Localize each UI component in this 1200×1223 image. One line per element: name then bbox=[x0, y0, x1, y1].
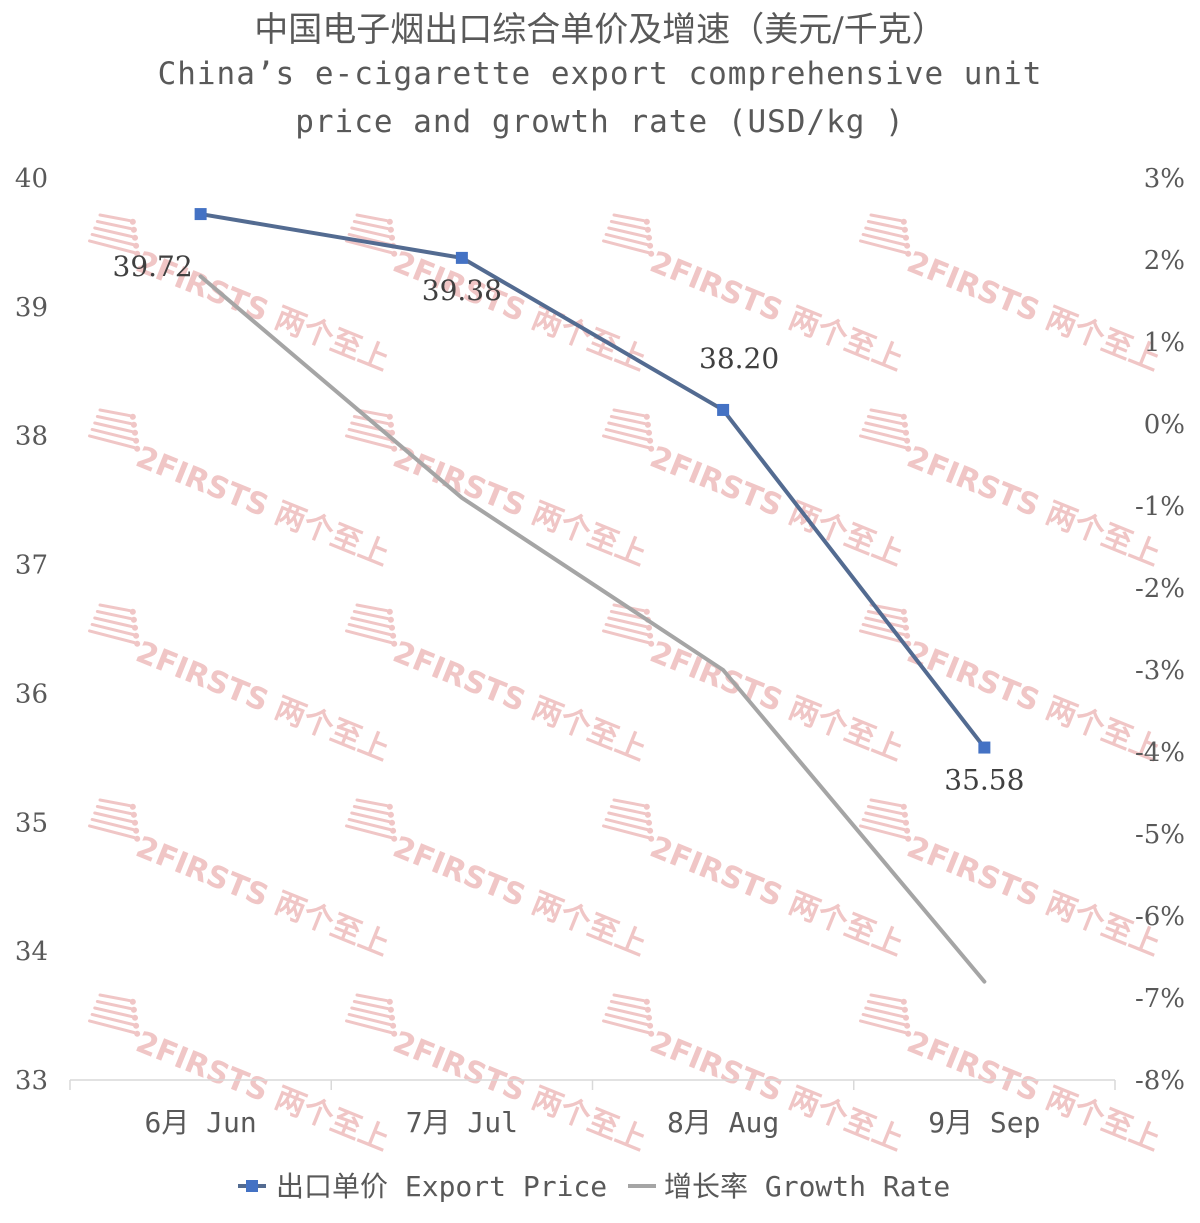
y-right-tick-label: 3% bbox=[1144, 164, 1185, 194]
watermark-logo: 2FIRSTS 两个至上 bbox=[88, 408, 394, 574]
watermark-text: 2FIRSTS 两个至上 bbox=[902, 245, 1165, 379]
y-left-tick-label: 38 bbox=[15, 422, 48, 452]
watermark-text: 2FIRSTS 两个至上 bbox=[131, 830, 394, 964]
x-tick-label: 6月 Jun bbox=[144, 1106, 256, 1139]
export-price-data-label: 35.58 bbox=[944, 764, 1024, 797]
legend-export-price-label: 出口单价 Export Price bbox=[276, 1170, 607, 1203]
axes: 6月 Jun 7月 Jul 8月 Aug 9月 Sep 33 34 35 36 37 38 39 40… bbox=[15, 164, 1185, 1139]
export-price-point bbox=[978, 741, 991, 754]
y-right-tick-label: -2% bbox=[1135, 574, 1185, 604]
x-tick-label: 9月 Sep bbox=[928, 1106, 1040, 1139]
watermark-text: 2FIRSTS 两个至上 bbox=[902, 635, 1165, 769]
x-tick-label: 7月 Jul bbox=[406, 1106, 518, 1139]
export-price-point bbox=[194, 208, 207, 221]
x-tick-label: 8月 Aug bbox=[667, 1106, 779, 1139]
watermark-logo: 2FIRSTS 两个至上 bbox=[88, 213, 394, 378]
watermark-text: 2FIRSTS 两个至上 bbox=[131, 635, 394, 769]
y-right-tick-label: -7% bbox=[1135, 984, 1185, 1014]
y-right-tick-label: -8% bbox=[1135, 1066, 1185, 1096]
watermark-text: 2FIRSTS 两个至上 bbox=[131, 440, 394, 574]
y-left-tick-label: 37 bbox=[15, 551, 48, 581]
watermark-text: 2FIRSTS 两个至上 bbox=[902, 830, 1165, 964]
watermark-logo: 2FIRSTS 两个至上 bbox=[88, 798, 394, 964]
y-right-tick-label: -5% bbox=[1135, 820, 1185, 850]
watermark-text: 2FIRSTS 两个至上 bbox=[645, 830, 908, 964]
y-right-tick-label: 0% bbox=[1144, 410, 1185, 440]
y-left-tick-label: 35 bbox=[15, 808, 48, 838]
watermark-text: 2FIRSTS 两个至上 bbox=[388, 635, 651, 769]
y-left-tick-label: 36 bbox=[15, 679, 48, 709]
watermark-text: 2FIRSTS 两个至上 bbox=[902, 440, 1165, 574]
y-right-tick-label: -6% bbox=[1135, 902, 1185, 932]
export-price-data-label: 39.72 bbox=[113, 250, 193, 283]
y-left-tick-label: 34 bbox=[15, 937, 48, 967]
y-right-tick-label: 1% bbox=[1144, 328, 1185, 358]
chart-title-zh: 中国电子烟出口综合单价及增速（美元/千克） bbox=[254, 10, 946, 50]
watermark-text: 2FIRSTS 两个至上 bbox=[388, 830, 651, 964]
export-price-data-label: 39.38 bbox=[422, 274, 502, 307]
legend: 出口单价 Export Price 增长率 Growth Rate bbox=[238, 1170, 950, 1203]
export-price-line bbox=[198, 212, 987, 750]
series-lines bbox=[194, 208, 991, 984]
watermark-text: 2FIRSTS 两个至上 bbox=[645, 440, 908, 574]
growth-rate-line bbox=[198, 274, 987, 984]
export-price-point bbox=[717, 403, 730, 416]
y-left-tick-label: 39 bbox=[15, 293, 48, 323]
y-right-tick-label: -1% bbox=[1135, 492, 1185, 522]
watermark-text: 2FIRSTS 两个至上 bbox=[388, 440, 651, 574]
y-left-tick-label: 33 bbox=[15, 1066, 48, 1096]
data-labels: 39.72 39.38 38.20 35.58 bbox=[113, 250, 1025, 796]
export-price-data-label: 38.20 bbox=[699, 342, 779, 375]
y-right-tick-label: -4% bbox=[1135, 738, 1185, 768]
chart-title-en: China’s e-cigarette export comprehensive… bbox=[157, 56, 1043, 140]
chart-title: 中国电子烟出口综合单价及增速（美元/千克） China’s e-cigarett… bbox=[0, 0, 1200, 146]
y-right-tick-label: 2% bbox=[1144, 246, 1185, 276]
y-left-tick-label: 40 bbox=[15, 164, 48, 194]
export-price-point bbox=[455, 251, 468, 264]
watermark-text: 2FIRSTS 两个至上 bbox=[388, 245, 651, 379]
legend-growth-rate-label: 增长率 Growth Rate bbox=[664, 1170, 950, 1203]
legend-export-price-marker bbox=[246, 1180, 258, 1192]
watermark-text: 2FIRSTS 两个至上 bbox=[645, 635, 908, 769]
y-right-tick-label: -3% bbox=[1135, 656, 1185, 686]
watermark-logo: 2FIRSTS 两个至上 bbox=[88, 603, 394, 769]
